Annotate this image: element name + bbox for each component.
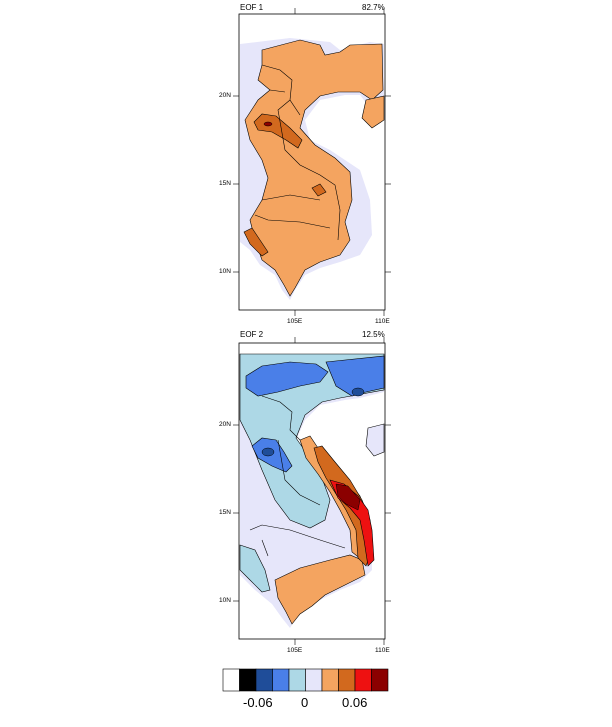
eof1-variance: 82.7% (362, 3, 385, 12)
colorbar-box-4 (288, 668, 306, 692)
eof2-blue-northwest (245, 361, 329, 397)
eof1-lat-label-20n: 20N (219, 92, 231, 99)
colorbar-label-min: -0.06 (243, 695, 273, 710)
eof2-ticks (233, 337, 391, 645)
eof2-lat-label-20n: 20N (219, 421, 231, 428)
eof2-darkblue-core (261, 447, 275, 457)
colorbar-box-9 (371, 668, 389, 692)
eof1-map (233, 8, 391, 316)
eof2-map (233, 337, 391, 645)
eof2-lightblue-region (239, 353, 385, 529)
eof1-orange-region (244, 39, 384, 297)
eof2-orange-south (274, 554, 366, 625)
eof1-lon-label-110e: 110E (375, 318, 390, 325)
colorbar-label-zero: 0 (301, 695, 309, 710)
eof2-blue-northeast (325, 355, 385, 397)
eof2-lat-label-10n: 10N (219, 597, 231, 604)
colorbar-box-8 (354, 668, 372, 692)
colorbar-label-max: 0.06 (342, 695, 368, 710)
eof2-island-east (365, 423, 385, 457)
eof1-orange-east (361, 95, 385, 129)
eof2-frame (238, 342, 386, 640)
eof2-lon-label-105e: 105E (287, 647, 303, 654)
eof2-darkblue-northeast (351, 387, 365, 397)
eof1-border-lines (254, 64, 341, 241)
eof1-lat-label-10n: 10N (219, 268, 231, 275)
eof2-lat-label-15n: 15N (219, 509, 231, 516)
eof2-variance: 12.5% (362, 330, 385, 339)
eof1-core-central (311, 183, 327, 197)
eof2-lon-label-110e: 110E (375, 647, 390, 654)
eof2-lightblue-southwest (239, 544, 271, 593)
eof1-core-peak (263, 121, 273, 127)
eof2-darkorange-band (313, 445, 373, 567)
colorbar-box-2 (255, 668, 273, 692)
eof1-frame (238, 13, 386, 311)
eof1-lon-label-105e: 105E (287, 318, 303, 325)
colorbar-box-1 (239, 668, 257, 692)
eof1-core-southwest (243, 227, 269, 257)
eof2-border-lines (249, 395, 346, 557)
colorbar-box-6 (321, 668, 339, 692)
colorbar-box-3 (272, 668, 290, 692)
eof1-title: EOF 1 (240, 3, 264, 12)
colorbar (222, 668, 389, 692)
eof1-ticks (233, 8, 391, 316)
colorbar-box-7 (338, 668, 356, 692)
colorbar-box-0 (222, 668, 240, 692)
colorbar-box-5 (305, 668, 323, 692)
eof2-title: EOF 2 (240, 330, 264, 339)
eof2-darkred-core (335, 483, 361, 511)
eof1-lat-label-15n: 15N (219, 180, 231, 187)
